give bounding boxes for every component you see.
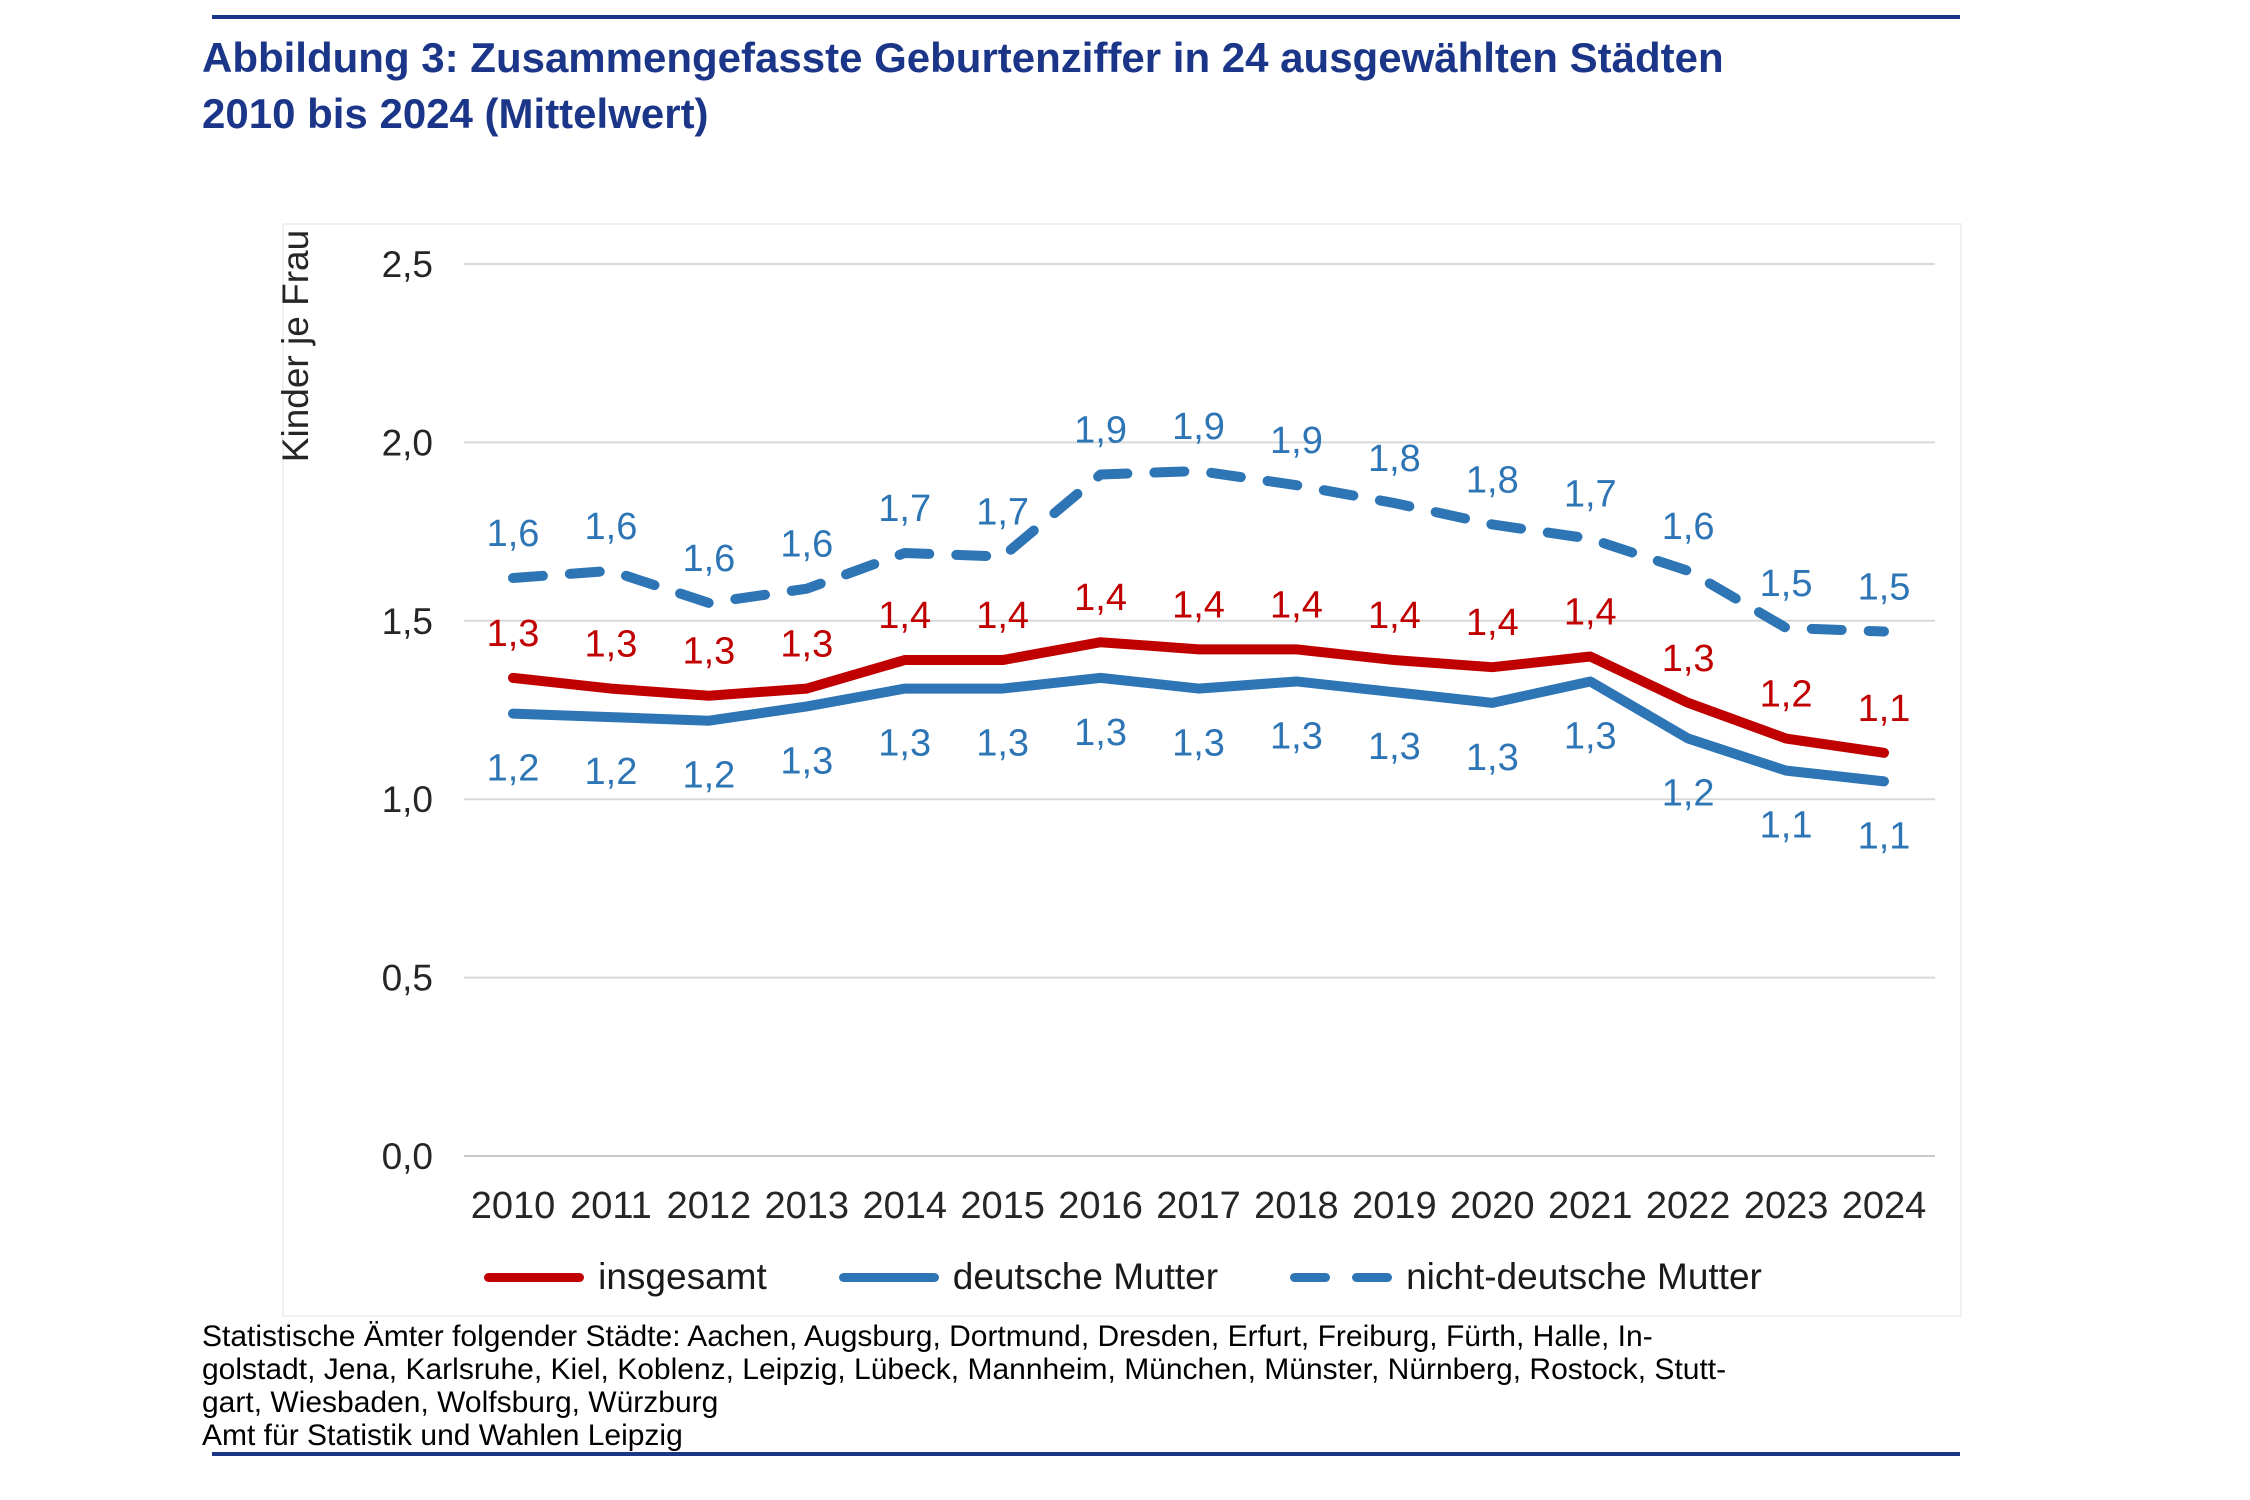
x-axis-label-2019: 2019 — [1352, 1185, 1437, 1227]
data-label-insgesamt-2010: 1,3 — [487, 613, 540, 655]
data-label-nicht-deutsche-mutter-2012: 1,6 — [682, 538, 735, 580]
source-note-line-3: gart, Wiesbaden, Wolfsburg, Würzburg — [202, 1386, 719, 1419]
data-label-insgesamt-2013: 1,3 — [780, 624, 833, 666]
x-axis-label-2018: 2018 — [1254, 1185, 1339, 1227]
data-label-nicht-deutsche-mutter-2014: 1,7 — [878, 488, 931, 530]
data-label-nicht-deutsche-mutter-2023: 1,5 — [1760, 563, 1813, 605]
data-label-nicht-deutsche-mutter-2021: 1,7 — [1564, 474, 1617, 516]
x-axis-label-2014: 2014 — [862, 1185, 947, 1227]
legend-item-deutsche-mutter: deutsche Mutter — [838, 1256, 1219, 1298]
data-label-deutsche-mutter-2012: 1,2 — [682, 755, 735, 797]
data-label-nicht-deutsche-mutter-2024: 1,5 — [1858, 567, 1911, 609]
data-label-deutsche-mutter-2020: 1,3 — [1466, 737, 1519, 779]
x-axis-label-2021: 2021 — [1548, 1185, 1633, 1227]
data-label-deutsche-mutter-2013: 1,3 — [780, 740, 833, 782]
data-label-nicht-deutsche-mutter-2010: 1,6 — [487, 513, 540, 555]
data-label-deutsche-mutter-2022: 1,2 — [1662, 773, 1715, 815]
fertility-line-chart: 0,0 0,5 1,0 1,5 2,0 2,5 Kinder je Frau 2010 2011… — [275, 223, 1962, 1317]
data-label-nicht-deutsche-mutter-2013: 1,6 — [780, 524, 833, 566]
data-label-deutsche-mutter-2016: 1,3 — [1074, 712, 1127, 754]
source-note: Statistische Ämter folgender Städte: Aac… — [202, 1320, 2002, 1452]
legend-label-deutsche-mutter: deutsche Mutter — [952, 1256, 1219, 1297]
data-label-insgesamt-2023: 1,2 — [1760, 674, 1813, 716]
series-line-deutsche-mutter — [508, 672, 1890, 787]
x-axis-label-2015: 2015 — [960, 1185, 1045, 1227]
y-tick-label-0,0: 0,0 — [382, 1136, 433, 1177]
x-axis-label-2011: 2011 — [570, 1185, 652, 1227]
data-label-insgesamt-2016: 1,4 — [1074, 577, 1127, 619]
data-label-insgesamt-2014: 1,4 — [878, 595, 931, 637]
legend-swatch-insgesamt-line-icon — [484, 1272, 585, 1282]
y-tick-label-1,5: 1,5 — [382, 601, 433, 642]
bottom-rule — [212, 1452, 1960, 1456]
data-label-insgesamt-2024: 1,1 — [1858, 688, 1911, 730]
legend-line-sample — [838, 1272, 939, 1282]
x-axis-label-2016: 2016 — [1058, 1185, 1143, 1227]
data-label-deutsche-mutter-2017: 1,3 — [1172, 723, 1225, 765]
chart-legend: insgesamt deutsche Mutter nicht-deutsche M… — [283, 1254, 1963, 1300]
source-note-line-1: Statistische Ämter folgender Städte: Aac… — [202, 1320, 1653, 1353]
x-axis-label-2017: 2017 — [1156, 1185, 1241, 1227]
data-label-insgesamt-2011: 1,3 — [585, 624, 638, 666]
x-axis-label-2020: 2020 — [1450, 1185, 1535, 1227]
source-note-line-4: Amt für Statistik und Wahlen Leipzig — [202, 1419, 683, 1452]
series-line-insgesamt — [508, 637, 1890, 758]
y-tick-label-2,5: 2,5 — [382, 244, 433, 285]
data-label-insgesamt-2012: 1,3 — [682, 631, 735, 673]
data-label-nicht-deutsche-mutter-2016: 1,9 — [1074, 410, 1127, 452]
series-line-nicht-deutsche-mutter — [508, 465, 1890, 637]
figure-title: Abbildung 3: Zusammengefasste Geburtenzi… — [202, 30, 2002, 142]
legend-item-insgesamt: insgesamt — [484, 1256, 767, 1298]
data-label-nicht-deutsche-mutter-2019: 1,8 — [1368, 438, 1421, 480]
data-label-insgesamt-2017: 1,4 — [1172, 584, 1225, 626]
data-label-deutsche-mutter-2011: 1,2 — [585, 751, 638, 793]
x-axis-label-2024: 2024 — [1842, 1185, 1927, 1227]
source-note-line-2: golstadt, Jena, Karlsruhe, Kiel, Koblenz… — [202, 1353, 1727, 1386]
legend-line-sample — [484, 1272, 585, 1282]
legend-item-nicht-deutsche-mutter: nicht-deutsche Mutter — [1290, 1256, 1762, 1298]
data-label-insgesamt-2018: 1,4 — [1270, 584, 1323, 626]
data-label-insgesamt-2022: 1,3 — [1662, 638, 1715, 680]
x-axis-label-2022: 2022 — [1646, 1185, 1731, 1227]
x-axis-label-2023: 2023 — [1744, 1185, 1829, 1227]
x-axis-label-2010: 2010 — [471, 1185, 556, 1227]
figure-title-line-2: 2010 bis 2024 (Mittelwert) — [202, 90, 709, 137]
data-label-deutsche-mutter-2019: 1,3 — [1368, 726, 1421, 768]
legend-swatch-nicht-deutsche-mutter-dashed-line-icon — [1290, 1272, 1393, 1282]
data-label-insgesamt-2015: 1,4 — [976, 595, 1029, 637]
data-label-nicht-deutsche-mutter-2011: 1,6 — [585, 506, 638, 548]
legend-label-insgesamt: insgesamt — [598, 1256, 767, 1297]
data-label-nicht-deutsche-mutter-2017: 1,9 — [1172, 406, 1225, 448]
data-label-deutsche-mutter-2023: 1,1 — [1760, 805, 1813, 847]
data-label-nicht-deutsche-mutter-2015: 1,7 — [976, 492, 1029, 534]
top-rule — [212, 15, 1960, 19]
data-label-deutsche-mutter-2021: 1,3 — [1564, 715, 1617, 757]
data-label-nicht-deutsche-mutter-2020: 1,8 — [1466, 459, 1519, 501]
data-label-deutsche-mutter-2018: 1,3 — [1270, 715, 1323, 757]
data-label-deutsche-mutter-2024: 1,1 — [1858, 815, 1911, 857]
data-label-insgesamt-2019: 1,4 — [1368, 595, 1421, 637]
data-label-deutsche-mutter-2014: 1,3 — [878, 723, 931, 765]
figure-title-line-1: Abbildung 3: Zusammengefasste Geburtenzi… — [202, 34, 1724, 81]
y-tick-label-0,5: 0,5 — [382, 958, 433, 999]
legend-swatch-deutsche-mutter-line-icon — [838, 1272, 939, 1282]
data-label-insgesamt-2021: 1,4 — [1564, 591, 1617, 633]
data-label-insgesamt-2020: 1,4 — [1466, 602, 1519, 644]
data-label-nicht-deutsche-mutter-2018: 1,9 — [1270, 420, 1323, 462]
y-tick-label-2,0: 2,0 — [382, 422, 433, 463]
legend-label-nicht-deutsche-mutter: nicht-deutsche Mutter — [1406, 1256, 1762, 1297]
y-axis-title: Kinder je Frau — [275, 230, 316, 462]
y-tick-label-1,0: 1,0 — [382, 779, 433, 820]
legend-line-sample — [1352, 1272, 1393, 1282]
x-axis-label-2012: 2012 — [667, 1185, 752, 1227]
data-label-deutsche-mutter-2010: 1,2 — [487, 748, 540, 790]
x-axis-label-2013: 2013 — [765, 1185, 850, 1227]
data-label-deutsche-mutter-2015: 1,3 — [976, 723, 1029, 765]
data-label-nicht-deutsche-mutter-2022: 1,6 — [1662, 506, 1715, 548]
legend-line-sample — [1290, 1272, 1331, 1282]
chart-frame — [282, 223, 1962, 1317]
